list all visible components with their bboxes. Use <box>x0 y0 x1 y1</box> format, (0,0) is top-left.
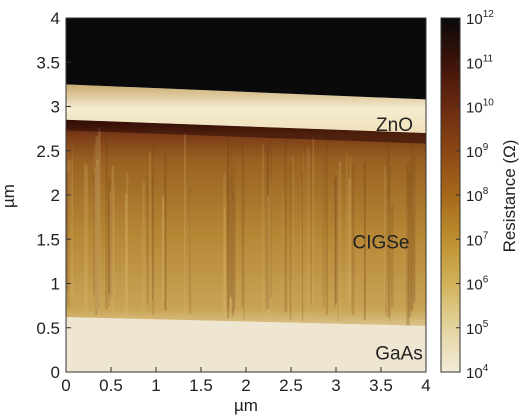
y-tick-label: 4 <box>51 9 60 28</box>
layer-label-zno: ZnO <box>376 115 413 136</box>
interface-dark-band <box>66 119 426 144</box>
colorbar-tick-label: 108 <box>466 186 489 205</box>
layer-zno <box>66 84 426 134</box>
x-axis: 0 0.5 1 1.5 2 2.5 3 3.5 4 <box>61 367 431 395</box>
y-axis-title: µm <box>0 184 18 208</box>
plot-area <box>66 18 426 372</box>
colorbar-tick-label: 105 <box>466 319 489 338</box>
layer-labels: GaAs CIGSe ZnO <box>352 115 422 364</box>
colorbar-tick-label: 109 <box>466 142 489 161</box>
colorbar-tick-label: 1011 <box>466 53 494 72</box>
colorbar-tick-label: 106 <box>466 275 489 294</box>
layer-top-black <box>66 18 426 100</box>
colorbar: 1012 1011 1010 109 108 107 106 105 104 Resistanc… <box>440 9 519 382</box>
layer-gaas <box>66 317 426 372</box>
y-tick-label: 1.5 <box>36 230 60 249</box>
colorbar-tick-label: 107 <box>466 230 489 249</box>
x-axis-title: µm <box>234 396 258 415</box>
colorbar-title: Resistance (Ω) <box>500 140 519 253</box>
y-axis: 0 0.5 1 1.5 2 2.5 3 3.5 4 <box>36 9 71 382</box>
x-tick-label: 0.5 <box>99 376 123 395</box>
y-tick-label: 3.5 <box>36 53 60 72</box>
x-tick-label: 3.5 <box>369 376 393 395</box>
x-tick-label: 1 <box>151 376 160 395</box>
colorbar-tick-label: 1012 <box>466 9 494 28</box>
y-tick-label: 2.5 <box>36 142 60 161</box>
y-tick-label: 0.5 <box>36 319 60 338</box>
colorbar-tick-label: 104 <box>466 363 489 382</box>
y-tick-label: 2 <box>51 186 60 205</box>
colorbar-tick-label: 1010 <box>466 98 494 117</box>
colorbar-ticks: 1012 1011 1010 109 108 107 106 105 104 <box>456 9 494 382</box>
y-tick-label: 0 <box>51 363 60 382</box>
y-tick-label: 3 <box>51 98 60 117</box>
x-tick-label: 0 <box>61 376 70 395</box>
x-tick-label: 1.5 <box>189 376 213 395</box>
x-tick-label: 4 <box>421 376 430 395</box>
x-tick-label: 2 <box>241 376 250 395</box>
x-tick-label: 2.5 <box>279 376 303 395</box>
layer-cigse <box>66 119 426 326</box>
layer-label-gaas: GaAs <box>375 343 423 364</box>
layer-label-cigse: CIGSe <box>352 233 409 254</box>
x-tick-label: 3 <box>331 376 340 395</box>
y-tick-label: 1 <box>51 275 60 294</box>
